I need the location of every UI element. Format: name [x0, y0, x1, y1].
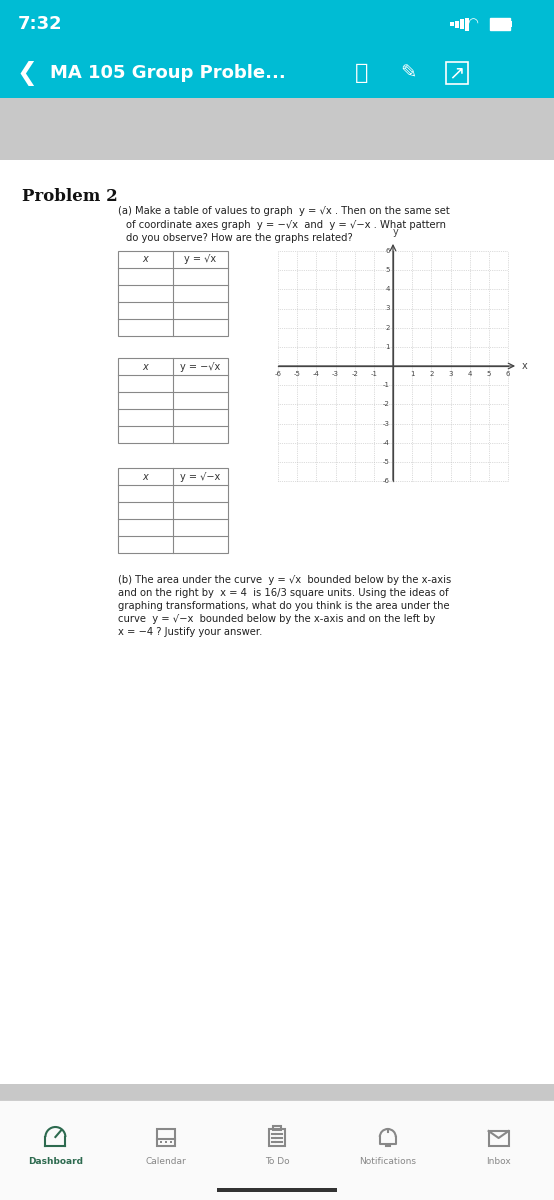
Text: x: x [142, 254, 148, 264]
Text: x: x [522, 361, 528, 371]
Bar [460, 19, 464, 29]
Bar [0, 1084, 554, 1102]
Text: 4: 4 [468, 371, 472, 377]
Text: 2: 2 [429, 371, 434, 377]
Text: 5: 5 [486, 371, 491, 377]
Bar [273, 1126, 281, 1130]
Text: Notifications: Notifications [360, 1158, 416, 1166]
Text: 5: 5 [386, 268, 390, 274]
Text: -4: -4 [383, 439, 390, 445]
Bar [0, 0, 554, 48]
Text: -1: -1 [370, 371, 377, 377]
Text: y = √x: y = √x [184, 254, 217, 264]
Bar [450, 22, 454, 26]
Bar [446, 62, 468, 84]
Bar [165, 1145, 167, 1147]
Text: 1: 1 [410, 371, 414, 377]
Text: do you observe? How are the graphs related?: do you observe? How are the graphs relat… [126, 233, 353, 242]
Text: 6: 6 [506, 371, 510, 377]
Text: x: x [142, 361, 148, 372]
Bar [118, 251, 228, 336]
Text: y = √−x: y = √−x [181, 472, 220, 481]
Text: -2: -2 [383, 401, 390, 407]
Bar [269, 1129, 285, 1146]
Text: To Do: To Do [265, 1158, 289, 1166]
Text: (a) Make a table of values to graph  y = √x . Then on the same set: (a) Make a table of values to graph y = … [118, 206, 450, 216]
Bar [455, 20, 459, 28]
Bar [0, 48, 554, 98]
Text: 7:32: 7:32 [18, 14, 63, 32]
Text: 3: 3 [386, 306, 390, 312]
Bar [217, 1188, 337, 1192]
Text: ↗: ↗ [448, 64, 464, 83]
Bar [157, 1129, 175, 1146]
Text: Inbox: Inbox [486, 1158, 511, 1166]
Text: ◠: ◠ [468, 18, 479, 30]
Text: Calendar: Calendar [146, 1158, 187, 1166]
Bar [489, 1130, 509, 1146]
Text: -1: -1 [383, 382, 390, 388]
Text: Problem 2: Problem 2 [22, 188, 118, 205]
Text: (b) The area under the curve  y = √x  bounded below by the x-axis: (b) The area under the curve y = √x boun… [118, 575, 452, 584]
Text: of coordinate axes graph  y = −√x  and  y = √−x . What pattern: of coordinate axes graph y = −√x and y =… [126, 220, 446, 229]
Bar [160, 1141, 162, 1142]
Text: -5: -5 [383, 458, 390, 464]
Text: ⌕: ⌕ [355, 62, 369, 83]
Text: and on the right by  x = 4  is 16/3 square units. Using the ideas of: and on the right by x = 4 is 16/3 square… [118, 588, 449, 598]
Bar [118, 358, 228, 443]
Text: y: y [393, 227, 399, 236]
Text: -5: -5 [294, 371, 301, 377]
Text: -6: -6 [383, 478, 390, 484]
Bar [510, 20, 512, 26]
Bar [170, 1145, 172, 1147]
Bar [165, 1141, 167, 1142]
Text: y = −√x: y = −√x [181, 361, 220, 372]
Text: 3: 3 [448, 371, 453, 377]
Text: ✎: ✎ [400, 64, 416, 83]
Text: 2: 2 [386, 325, 390, 331]
Bar [0, 98, 554, 160]
Bar [160, 1145, 162, 1147]
Text: -3: -3 [383, 420, 390, 426]
Text: 1: 1 [386, 344, 390, 350]
Bar [118, 468, 228, 553]
Text: x: x [142, 472, 148, 481]
Text: -6: -6 [274, 371, 281, 377]
Text: 6: 6 [386, 248, 390, 254]
Text: graphing transformations, what do you think is the area under the: graphing transformations, what do you th… [118, 601, 450, 611]
Text: MA 105 Group Proble...: MA 105 Group Proble... [50, 64, 286, 82]
Bar [465, 18, 469, 30]
Bar [170, 1141, 172, 1142]
Bar [490, 18, 510, 30]
Text: ❮: ❮ [16, 60, 37, 85]
Text: -2: -2 [351, 371, 358, 377]
Text: x = −4 ? Justify your answer.: x = −4 ? Justify your answer. [118, 626, 263, 637]
Text: Dashboard: Dashboard [28, 1158, 83, 1166]
Bar [0, 1100, 554, 1200]
Text: curve  y = √−x  bounded below by the x-axis and on the left by: curve y = √−x bounded below by the x-axi… [118, 614, 435, 624]
Text: 4: 4 [386, 287, 390, 293]
Text: -3: -3 [332, 371, 339, 377]
Text: -4: -4 [313, 371, 320, 377]
